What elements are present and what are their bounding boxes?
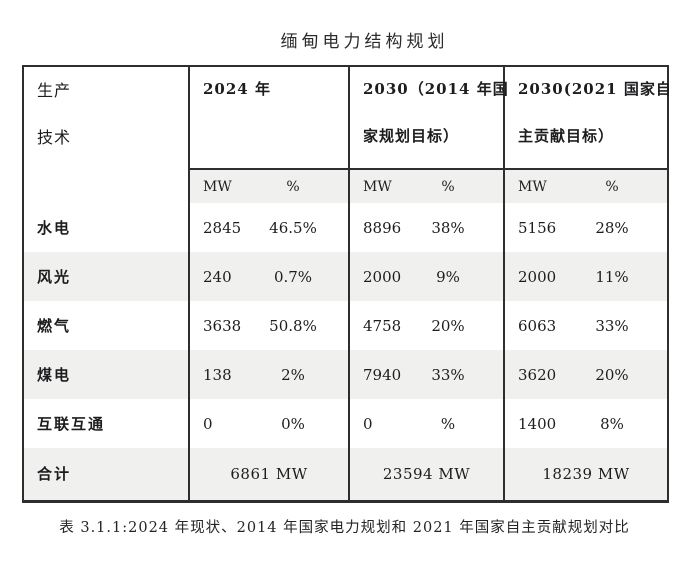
value-cell: 3620 20% — [503, 350, 668, 399]
table-caption: 表 3.1.1:2024 年现状、2014 年国家电力规划和 2021 年国家自… — [59, 520, 630, 536]
value-cell: 3638 50.8% — [188, 301, 349, 350]
total-value-ndc2021: 18239 MW — [503, 448, 668, 501]
unit-mw-label: MW — [363, 178, 392, 195]
mw-value: 3620 — [518, 365, 557, 384]
mw-value: 1400 — [518, 414, 557, 433]
value-cell: 2845 46.5% — [188, 203, 349, 252]
value-cell: 240 0.7% — [188, 252, 349, 301]
value-cell: 0% — [348, 399, 504, 448]
value-cell: 5156 28% — [503, 203, 668, 252]
power-planning-table: 生产 技术 2024 年 2030（2014 年国 家规划目标） 2030(20… — [22, 65, 671, 503]
row-label: 水电 — [37, 219, 72, 237]
value-cell: 8896 38% — [348, 203, 504, 252]
table-title: 缅甸电力结构规划 — [280, 32, 449, 52]
pct-value: 20% — [431, 316, 465, 335]
pct-value: 9% — [436, 267, 460, 286]
table-row-total: 合计 6861 MW 23594 MW 18239 MW — [23, 448, 668, 501]
unit-cell-ndc2021: MW % — [503, 169, 668, 203]
mw-value: 4758 — [363, 316, 402, 335]
value-cell: 6063 33% — [503, 301, 668, 350]
pct-value: 33% — [431, 365, 465, 384]
value-cell: 2000 9% — [348, 252, 504, 301]
pct-value: 38% — [431, 218, 465, 237]
mw-value: 6063 — [518, 316, 557, 335]
mw-value: 2000 — [518, 267, 557, 286]
pct-value: 28% — [595, 218, 629, 237]
pct-value: 0.7% — [273, 267, 313, 286]
header-cell-2024: 2024 年 — [188, 66, 349, 170]
mw-value: 2000 — [363, 267, 402, 286]
unit-cell-2024: MW % — [188, 169, 349, 203]
total-value-plan2014: 23594 MW — [348, 448, 504, 501]
unit-pct-label: % — [441, 178, 455, 195]
total-value-2024: 6861 MW — [188, 448, 349, 501]
row-label: 风光 — [23, 252, 189, 301]
mw-value: 2845 — [203, 218, 242, 237]
table-row-gas: 燃气 3638 50.8% 4758 20% 6063 33% — [23, 301, 668, 350]
pct-value: 2% — [281, 365, 305, 384]
header-cell-2030-national-plan: 2030（2014 年国 家规划目标） — [348, 66, 508, 170]
value-cell: 0 0% — [188, 399, 349, 448]
mw-value: 138 — [203, 365, 232, 384]
value-cell: 138 2% — [188, 350, 349, 399]
mw-value: 0 — [363, 414, 373, 433]
header-production-line1: 生产 — [37, 81, 72, 100]
total-label: 合计 — [23, 448, 189, 501]
header-cell-2030-ndc: 2030(2021 国家自 主贡献目标） — [503, 66, 671, 170]
table-row-interconnection: 互联互通 0 0% 0% 1400 8% — [23, 399, 668, 448]
unit-mw-label: MW — [203, 178, 232, 195]
mw-value: 7940 — [363, 365, 402, 384]
unit-mw-label: MW — [518, 178, 547, 195]
table-row-hydro: 水电 2845 46.5% 8896 38% 5156 28% — [23, 203, 668, 252]
table-row-wind-solar: 风光 240 0.7% 2000 9% 2000 11% — [23, 252, 668, 301]
row-label: 煤电 — [23, 350, 189, 399]
mw-value: 240 — [203, 267, 232, 286]
pct-value: 11% — [595, 267, 629, 286]
pct-value: 46.5% — [269, 218, 317, 237]
value-cell: 2000 11% — [503, 252, 668, 301]
row-label: 互联互通 — [37, 415, 106, 433]
value-cell: 7940 33% — [348, 350, 504, 399]
header-row: 生产 技术 2024 年 2030（2014 年国 家规划目标） 2030(20… — [23, 66, 671, 170]
pct-value: 33% — [595, 316, 629, 335]
pct-value: 50.8% — [269, 316, 317, 335]
table-row-coal: 煤电 138 2% 7940 33% 3620 20% — [23, 350, 668, 399]
mw-value: 3638 — [203, 316, 242, 335]
value-cell: 1400 8% — [503, 399, 668, 448]
header-production-line2: 技术 — [37, 128, 72, 147]
pct-value: 0% — [281, 414, 305, 433]
mw-value: 0 — [203, 414, 213, 433]
pct-value: 8% — [600, 414, 624, 433]
value-cell: 4758 20% — [348, 301, 504, 350]
row-label: 燃气 — [37, 317, 72, 335]
unit-header-row: MW % MW % MW % — [23, 169, 668, 203]
unit-pct-label: % — [605, 178, 619, 195]
mw-value: 8896 — [363, 218, 402, 237]
mw-value: 5156 — [518, 218, 557, 237]
header-cell-production-technology: 生产 技术 — [23, 66, 189, 203]
unit-pct-label: % — [286, 178, 300, 195]
unit-cell-plan2014: MW % — [348, 169, 504, 203]
pct-value: % — [440, 414, 456, 433]
pct-value: 20% — [595, 365, 629, 384]
